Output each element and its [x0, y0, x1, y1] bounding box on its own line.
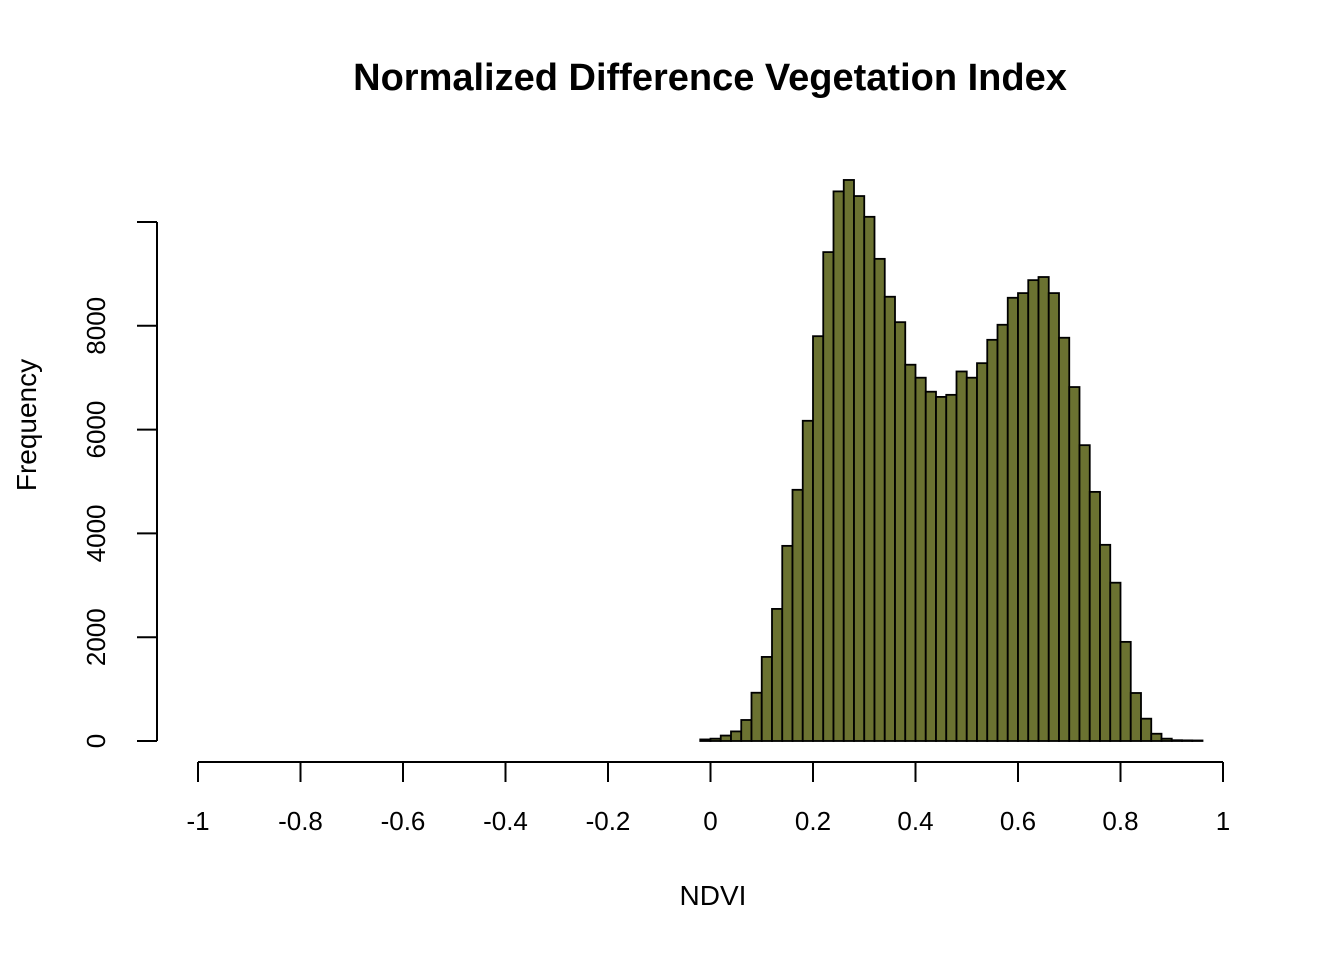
- histogram-bar: [1109, 581, 1122, 742]
- chart-title: Normalized Difference Vegetation Index: [353, 57, 1067, 99]
- histogram-bar: [1017, 292, 1030, 742]
- x-tick-label: -0.8: [278, 806, 323, 836]
- x-tick-label: -1: [186, 806, 209, 836]
- histogram-bar: [1047, 292, 1060, 742]
- histogram-bar: [1088, 490, 1101, 742]
- y-axis-title: Frequency: [11, 358, 42, 492]
- y-tick-label: 6000: [81, 401, 111, 459]
- x-axis-title: NDVI: [679, 880, 747, 911]
- histogram-bar: [842, 179, 855, 742]
- histogram-bar: [1006, 296, 1019, 742]
- histogram-bar: [1140, 717, 1153, 742]
- histogram-bar: [1068, 386, 1081, 742]
- x-tick-label: 0.2: [795, 806, 831, 836]
- x-tick-label: -0.4: [483, 806, 528, 836]
- histogram-bar: [965, 376, 978, 742]
- histogram-bar: [1037, 276, 1050, 742]
- histogram-bar: [1150, 732, 1163, 742]
- y-tick-label: 0: [81, 734, 111, 748]
- histogram-bar: [914, 376, 927, 742]
- y-tick-label: 2000: [81, 608, 111, 666]
- histogram-bar: [760, 656, 773, 742]
- histogram-bar: [986, 338, 999, 742]
- histogram-bar: [822, 251, 835, 742]
- histogram-bar: [730, 730, 743, 742]
- histogram-bar: [781, 544, 794, 742]
- histogram-bar: [1181, 739, 1194, 742]
- histogram-bar: [996, 323, 1009, 742]
- x-tick-label: 1: [1216, 806, 1230, 836]
- histogram-bar: [1170, 739, 1183, 742]
- histogram-bar: [709, 737, 722, 742]
- histogram-bar: [812, 335, 825, 742]
- x-tick-label: -0.6: [381, 806, 426, 836]
- histogram-bar: [1058, 336, 1071, 742]
- histogram-bar: [976, 362, 989, 742]
- histogram-bar: [1099, 543, 1112, 742]
- histogram-bar: [791, 488, 804, 742]
- y-tick-label: 4000: [81, 504, 111, 562]
- histogram-bar: [1078, 444, 1091, 742]
- x-tick-label: -0.2: [586, 806, 631, 836]
- histogram-bar: [801, 419, 814, 742]
- x-tick-label: 0.4: [897, 806, 933, 836]
- histogram-bar: [1160, 737, 1173, 742]
- x-tick-label: 0.6: [1000, 806, 1036, 836]
- x-tick-label: 0.8: [1102, 806, 1138, 836]
- histogram-bar: [719, 734, 732, 742]
- x-tick-label: 0: [703, 806, 717, 836]
- histogram-bar: [832, 190, 845, 742]
- histogram-bar: [883, 295, 896, 742]
- histogram-bar: [740, 719, 753, 742]
- histogram-bar: [1129, 692, 1142, 742]
- histogram-bar: [853, 195, 866, 742]
- histogram-bar: [955, 370, 968, 742]
- histogram-bar: [873, 257, 886, 742]
- histogram-bar: [894, 321, 907, 742]
- histogram-bar: [699, 738, 712, 742]
- histogram-bar: [924, 390, 937, 742]
- y-tick-label: 8000: [81, 297, 111, 355]
- histogram-bar: [863, 215, 876, 742]
- histogram-bar: [1027, 279, 1040, 742]
- histogram-bar: [935, 395, 948, 742]
- histogram-bar: [750, 691, 763, 742]
- histogram-bar: [904, 363, 917, 742]
- histogram-bar: [1191, 739, 1204, 742]
- histogram-bar: [945, 393, 958, 742]
- histogram-bar: [771, 608, 784, 742]
- histogram-bar: [1119, 640, 1132, 742]
